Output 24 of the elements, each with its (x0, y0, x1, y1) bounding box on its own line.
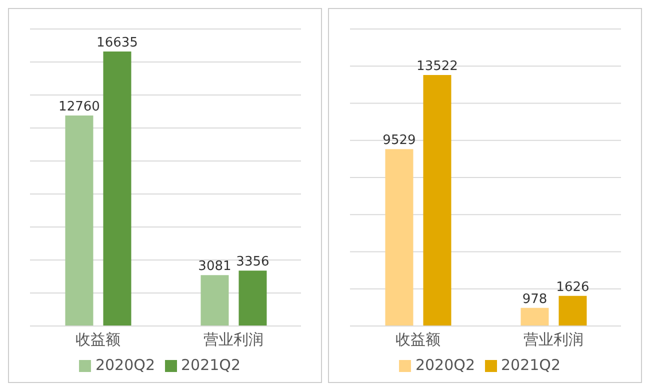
bar (385, 149, 414, 326)
data-label: 3081 (198, 259, 232, 274)
data-label: 13522 (416, 59, 458, 74)
x-tick-label: 营业利润 (523, 330, 584, 349)
data-label: 12760 (58, 99, 100, 114)
data-label: 16635 (96, 36, 138, 51)
bar (103, 52, 132, 326)
data-label: 9529 (382, 133, 416, 148)
bar (520, 308, 549, 326)
legend-label: 2020Q2 (415, 356, 475, 374)
x-tick-label: 营业利润 (203, 330, 264, 349)
data-label: 978 (522, 292, 548, 307)
data-label: 1626 (556, 280, 590, 295)
legend-label: 2020Q2 (95, 356, 155, 374)
bar (65, 115, 94, 326)
x-tick-label: 收益额 (75, 330, 120, 349)
x-tick-label: 收益额 (395, 330, 440, 349)
bar (200, 275, 229, 326)
bar (238, 270, 267, 326)
legend-label: 2021Q2 (501, 356, 561, 374)
bar (423, 75, 452, 326)
bar (558, 296, 587, 326)
legend-label: 2021Q2 (181, 356, 241, 374)
data-label: 3356 (236, 254, 270, 270)
